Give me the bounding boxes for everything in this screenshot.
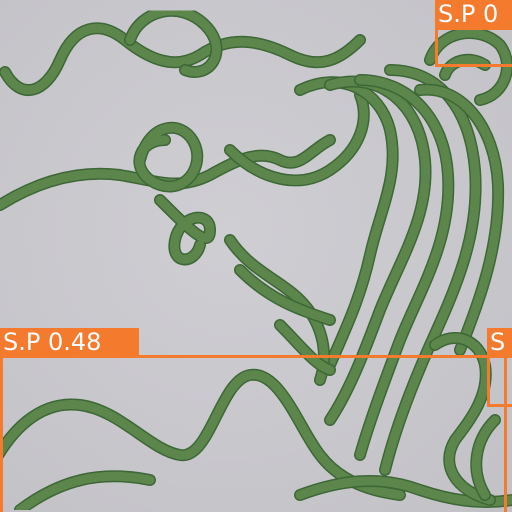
detection-box-top-right: [435, 27, 512, 67]
filament: [0, 370, 405, 500]
filament-outline: [0, 134, 336, 211]
detection-label-top-right: S.P 0: [435, 0, 512, 29]
filament: [125, 6, 221, 77]
filament: [355, 75, 453, 460]
filament: [235, 265, 335, 325]
filament: [430, 333, 495, 505]
filament: [0, 135, 335, 210]
filament: [440, 55, 490, 80]
filament: [155, 195, 215, 264]
filament: [225, 235, 329, 385]
detection-box-large: [0, 355, 507, 512]
detection-label-right: S: [487, 328, 512, 357]
filament: [415, 85, 503, 355]
filament: [0, 23, 365, 95]
filament: [275, 320, 335, 375]
filament: [134, 123, 202, 191]
filament: [471, 415, 500, 500]
filament: [325, 77, 431, 425]
filament: [15, 471, 155, 512]
detection-label-large: S.P 0.48: [0, 328, 139, 357]
filament: [225, 90, 369, 185]
filament: [425, 28, 512, 105]
detection-box-right: [487, 355, 512, 407]
